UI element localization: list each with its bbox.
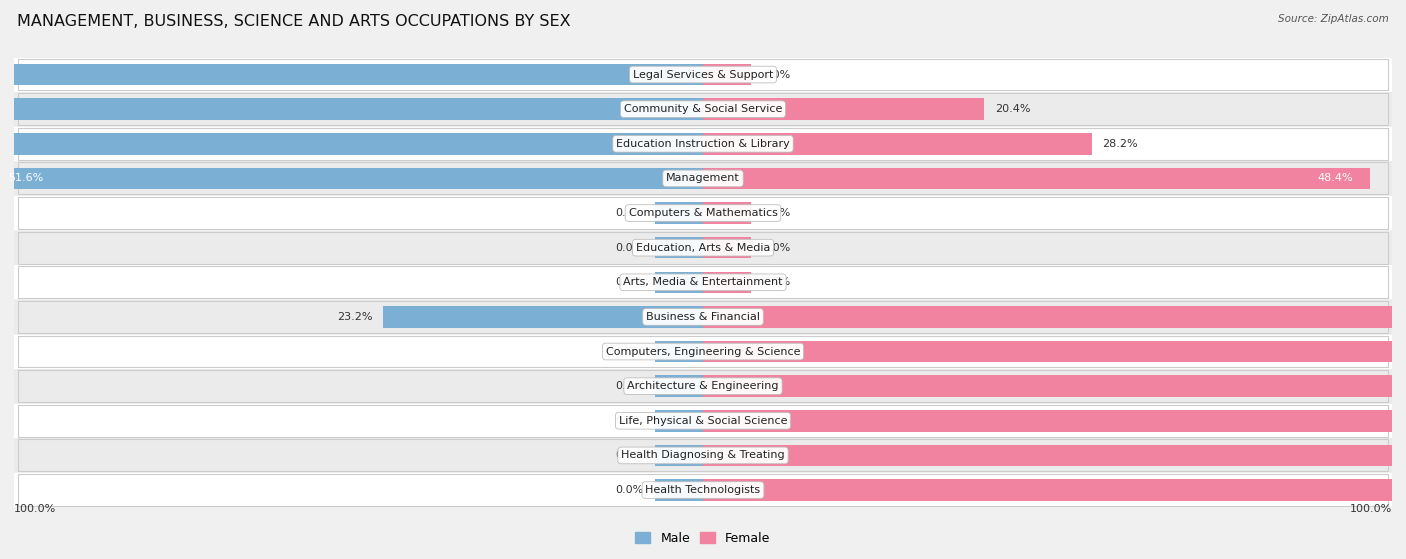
- Bar: [655, 376, 703, 397]
- Bar: [18, 267, 1388, 298]
- Bar: [703, 341, 1406, 362]
- Text: 0.0%: 0.0%: [616, 416, 644, 426]
- Bar: [703, 272, 751, 293]
- Bar: [18, 439, 1388, 471]
- Bar: [655, 479, 703, 501]
- Bar: [703, 479, 1406, 501]
- Bar: [0, 168, 703, 189]
- Bar: [14, 231, 1392, 264]
- Bar: [18, 59, 1388, 91]
- Bar: [703, 237, 751, 258]
- Text: MANAGEMENT, BUSINESS, SCIENCE AND ARTS OCCUPATIONS BY SEX: MANAGEMENT, BUSINESS, SCIENCE AND ARTS O…: [17, 14, 571, 29]
- Text: Life, Physical & Social Science: Life, Physical & Social Science: [619, 416, 787, 426]
- Text: 0.0%: 0.0%: [616, 208, 644, 218]
- Text: Computers, Engineering & Science: Computers, Engineering & Science: [606, 347, 800, 357]
- Bar: [14, 438, 1392, 472]
- Text: Source: ZipAtlas.com: Source: ZipAtlas.com: [1278, 14, 1389, 24]
- Bar: [655, 237, 703, 258]
- Bar: [703, 202, 751, 224]
- Text: Business & Financial: Business & Financial: [645, 312, 761, 322]
- Text: 0.0%: 0.0%: [762, 277, 790, 287]
- Bar: [655, 341, 703, 362]
- Bar: [14, 369, 1392, 403]
- Text: 48.4%: 48.4%: [1317, 173, 1354, 183]
- Bar: [655, 445, 703, 466]
- Bar: [703, 376, 1406, 397]
- Text: 0.0%: 0.0%: [616, 381, 644, 391]
- Text: 0.0%: 0.0%: [616, 485, 644, 495]
- Bar: [703, 64, 751, 86]
- Bar: [14, 58, 1392, 92]
- Bar: [18, 163, 1388, 195]
- Bar: [655, 410, 703, 432]
- Bar: [14, 335, 1392, 368]
- Bar: [18, 370, 1388, 402]
- Bar: [655, 202, 703, 224]
- Bar: [18, 93, 1388, 125]
- Bar: [655, 272, 703, 293]
- Bar: [18, 128, 1388, 160]
- Text: 100.0%: 100.0%: [14, 504, 56, 514]
- Bar: [703, 306, 1406, 328]
- Text: Legal Services & Support: Legal Services & Support: [633, 69, 773, 79]
- Bar: [703, 445, 1406, 466]
- Bar: [14, 473, 1392, 507]
- Bar: [18, 335, 1388, 367]
- Text: Health Diagnosing & Treating: Health Diagnosing & Treating: [621, 451, 785, 461]
- Text: Education Instruction & Library: Education Instruction & Library: [616, 139, 790, 149]
- Bar: [703, 98, 984, 120]
- Text: Management: Management: [666, 173, 740, 183]
- Text: 0.0%: 0.0%: [762, 208, 790, 218]
- Text: 51.6%: 51.6%: [8, 173, 44, 183]
- Text: 28.2%: 28.2%: [1102, 139, 1139, 149]
- Bar: [18, 474, 1388, 506]
- Text: 0.0%: 0.0%: [762, 243, 790, 253]
- Text: 0.0%: 0.0%: [616, 277, 644, 287]
- Bar: [14, 162, 1392, 196]
- Bar: [14, 196, 1392, 230]
- Text: Community & Social Service: Community & Social Service: [624, 104, 782, 114]
- Bar: [0, 64, 703, 86]
- Bar: [18, 301, 1388, 333]
- Text: 100.0%: 100.0%: [1350, 504, 1392, 514]
- Bar: [703, 168, 1369, 189]
- Bar: [0, 133, 703, 154]
- Legend: Male, Female: Male, Female: [630, 527, 776, 550]
- Text: 0.0%: 0.0%: [616, 451, 644, 461]
- Bar: [14, 300, 1392, 334]
- Bar: [703, 133, 1091, 154]
- Bar: [14, 92, 1392, 126]
- Text: 23.2%: 23.2%: [337, 312, 373, 322]
- Text: 20.4%: 20.4%: [995, 104, 1031, 114]
- Text: 0.0%: 0.0%: [616, 243, 644, 253]
- Bar: [18, 405, 1388, 437]
- Bar: [14, 266, 1392, 299]
- Text: 0.0%: 0.0%: [762, 69, 790, 79]
- Text: 0.0%: 0.0%: [616, 347, 644, 357]
- Text: Education, Arts & Media: Education, Arts & Media: [636, 243, 770, 253]
- Bar: [0, 98, 703, 120]
- Bar: [14, 404, 1392, 438]
- Bar: [18, 232, 1388, 264]
- Text: Architecture & Engineering: Architecture & Engineering: [627, 381, 779, 391]
- Text: Arts, Media & Entertainment: Arts, Media & Entertainment: [623, 277, 783, 287]
- Bar: [14, 127, 1392, 161]
- Bar: [384, 306, 703, 328]
- Bar: [703, 410, 1406, 432]
- Text: Computers & Mathematics: Computers & Mathematics: [628, 208, 778, 218]
- Bar: [18, 197, 1388, 229]
- Text: Health Technologists: Health Technologists: [645, 485, 761, 495]
